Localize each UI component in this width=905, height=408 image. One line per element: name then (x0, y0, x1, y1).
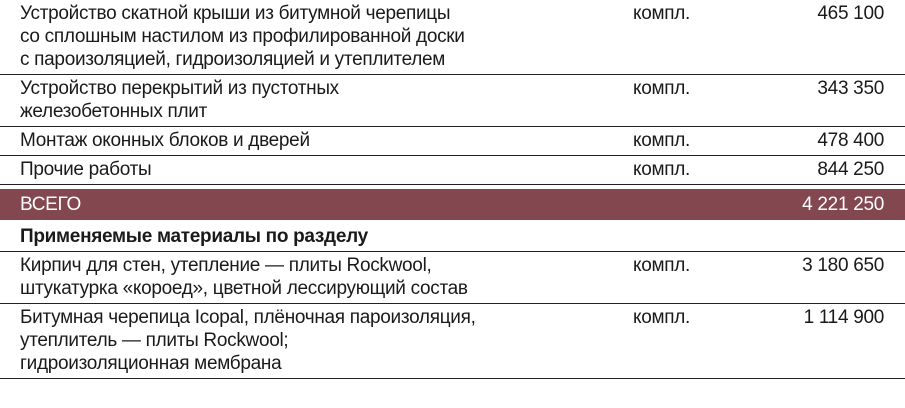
work-name: Устройство перекрытий из пустотных желез… (20, 78, 339, 122)
material-name: Битумная черепица Icopal, плёночная паро… (20, 307, 476, 374)
work-value: 844 250 (817, 159, 884, 180)
table-row: Монтаж оконных блоков и дверей компл. 47… (0, 127, 905, 156)
materials-heading-row: Применяемые материалы по разделу (0, 223, 905, 252)
material-unit: компл. (633, 307, 691, 328)
work-name: Устройство скатной крыши из битумной чер… (20, 3, 465, 70)
table-row: Кирпич для стен, утепление — плиты Rockw… (0, 252, 905, 304)
material-name: Кирпич для стен, утепление — плиты Rockw… (20, 255, 468, 299)
cost-table: Устройство скатной крыши из битумной чер… (0, 0, 905, 379)
table-row: Битумная черепица Icopal, плёночная паро… (0, 304, 905, 379)
material-value: 1 114 900 (803, 307, 885, 328)
work-unit: компл. (633, 159, 691, 180)
material-value: 3 180 650 (802, 255, 884, 276)
total-label: ВСЕГО (20, 194, 81, 215)
table-row: Устройство перекрытий из пустотных желез… (0, 75, 905, 127)
work-value: 465 100 (817, 3, 884, 24)
work-value: 343 350 (817, 78, 884, 99)
table-row: Прочие работы компл. 844 250 (0, 156, 905, 185)
table-row: Устройство скатной крыши из битумной чер… (0, 0, 905, 75)
total-row: ВСЕГО 4 221 250 (0, 189, 905, 220)
total-value: 4 221 250 (802, 194, 884, 215)
work-unit: компл. (633, 3, 691, 24)
materials-heading: Применяемые материалы по разделу (20, 226, 368, 247)
material-unit: компл. (633, 255, 691, 276)
work-name: Прочие работы (20, 159, 152, 180)
work-unit: компл. (633, 130, 691, 151)
work-unit: компл. (633, 78, 691, 99)
work-name: Монтаж оконных блоков и дверей (20, 130, 310, 151)
work-value: 478 400 (817, 130, 884, 151)
